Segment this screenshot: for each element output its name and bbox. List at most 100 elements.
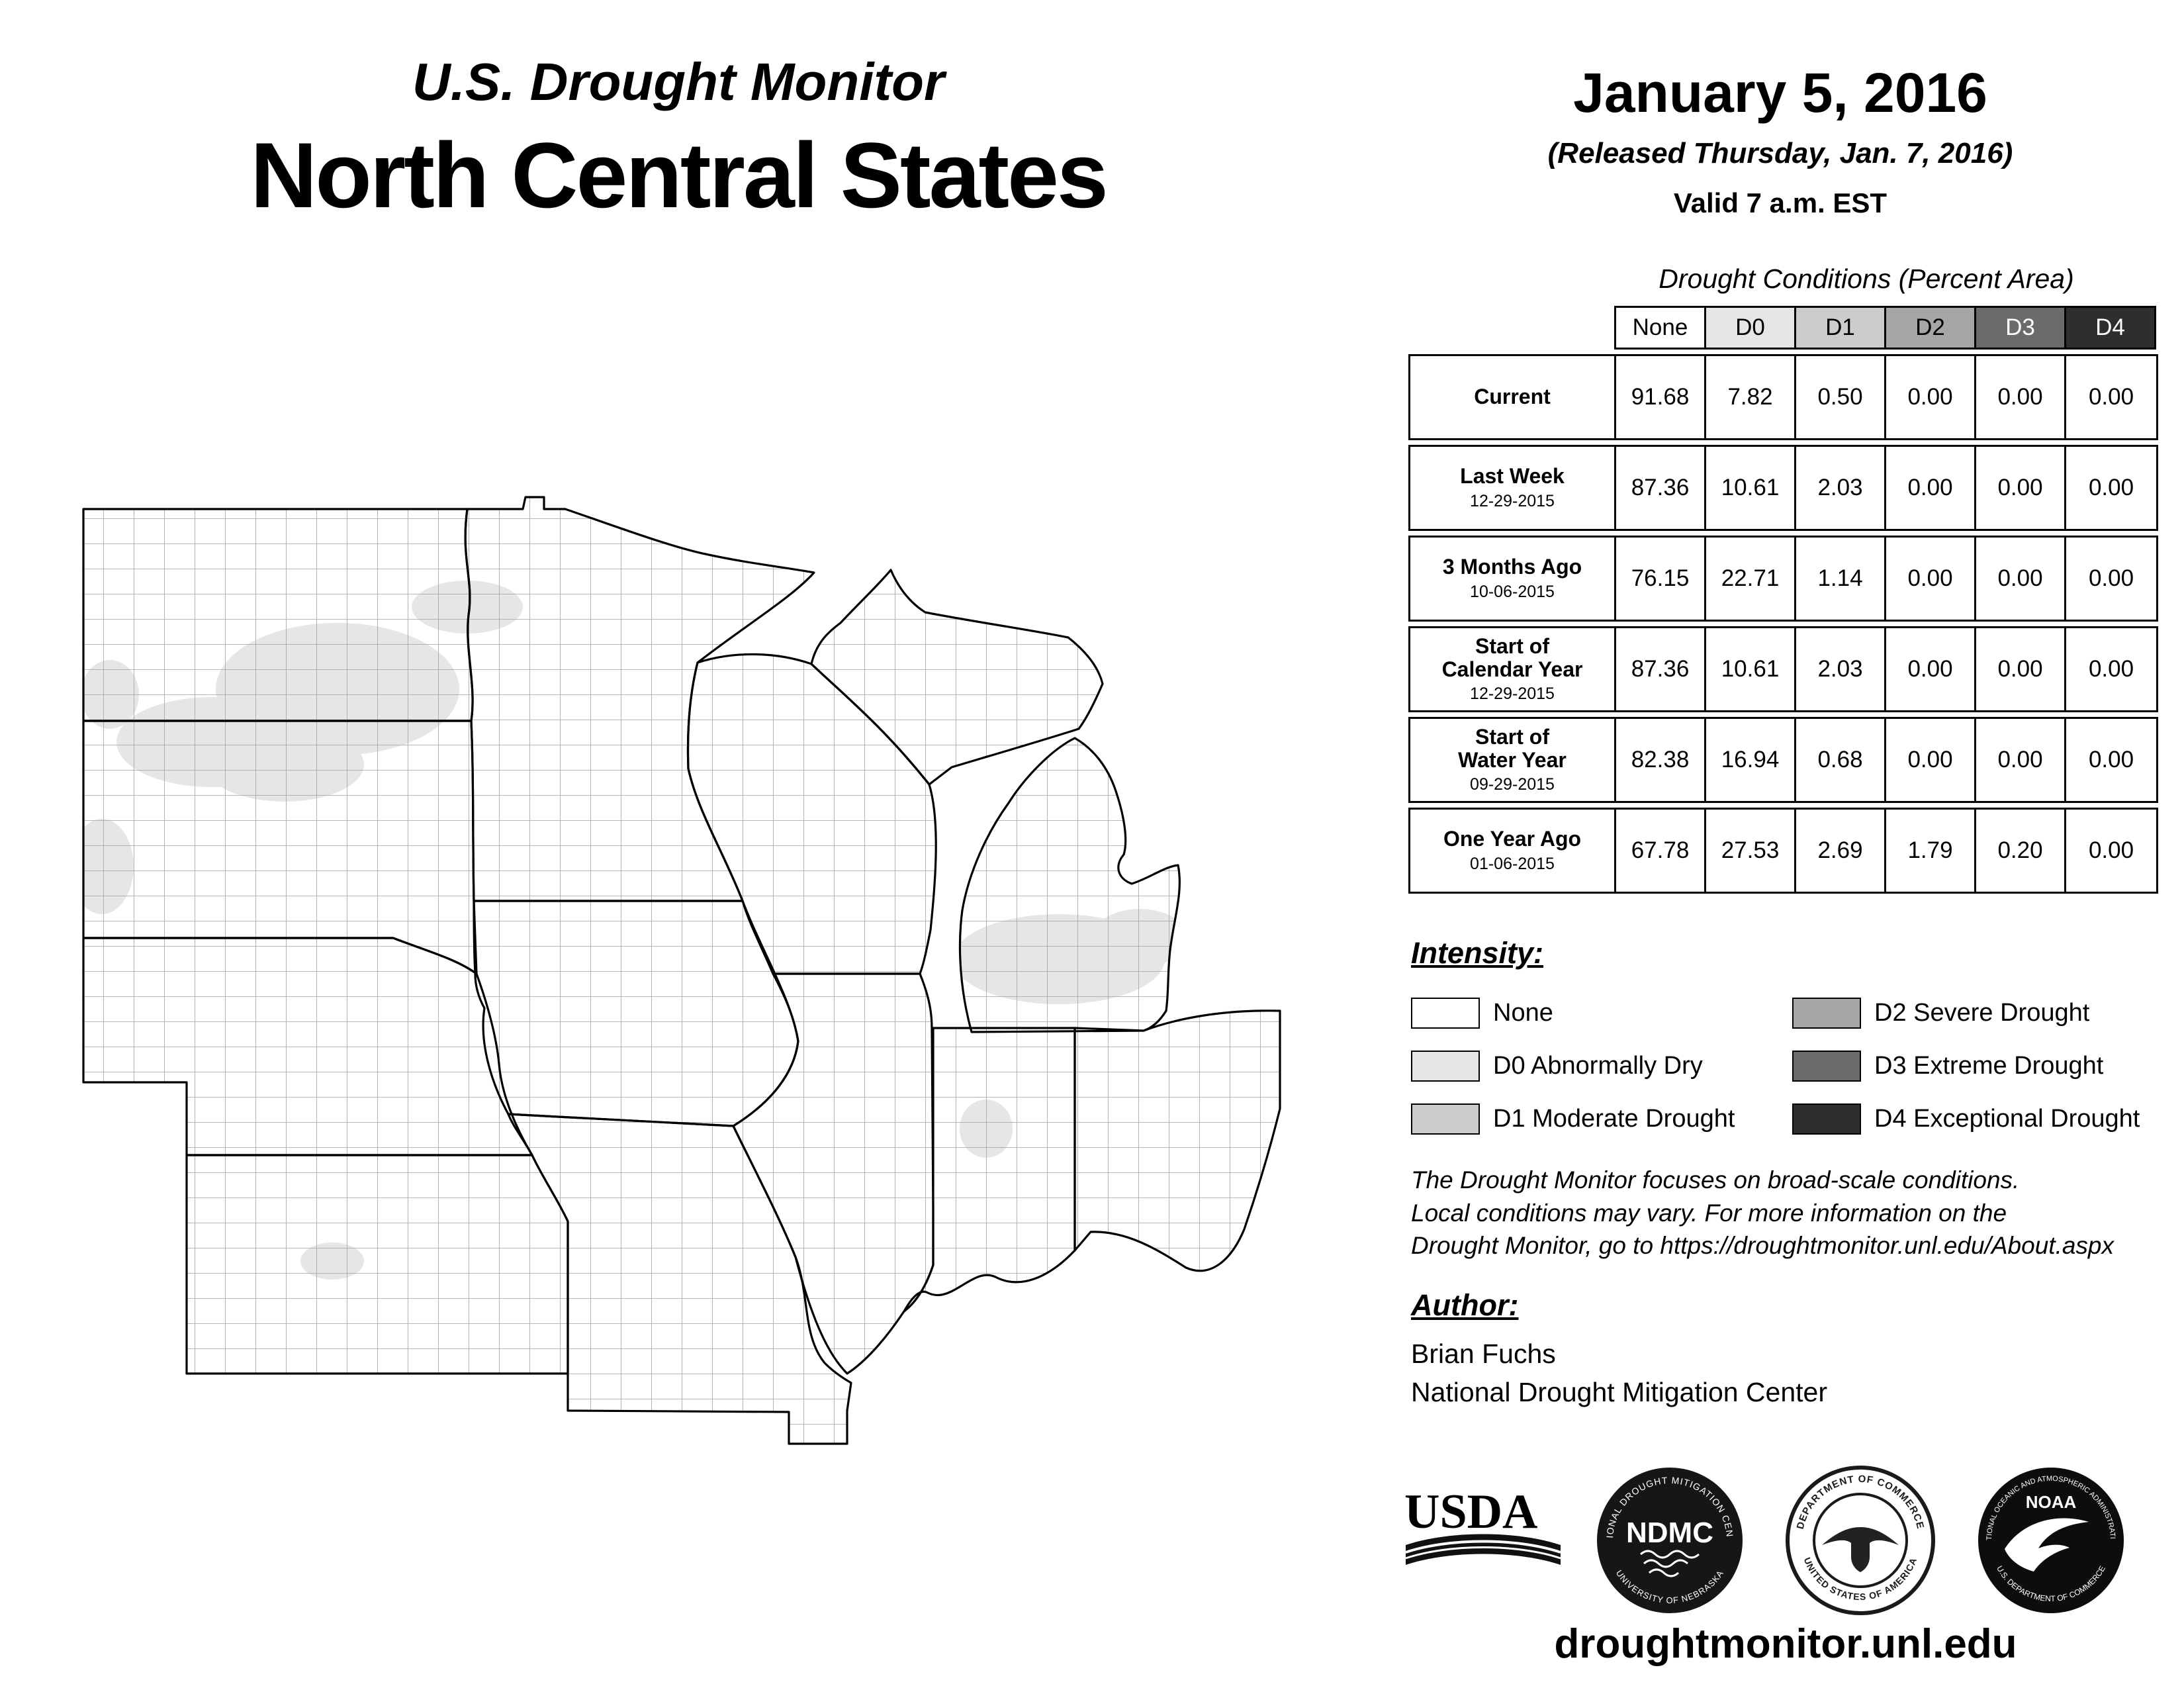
drought-table-body: Current 91.68 7.82 0.50 0.00 0.00 0.00 Last Wee… — [1408, 354, 2158, 898]
report-date: January 5, 2016 — [1573, 62, 1987, 124]
row-label: Start of Water Year 09-29-2015 — [1410, 719, 1616, 801]
table-cell: 0.00 — [1886, 356, 1976, 438]
row-label: Start of Calendar Year 12-29-2015 — [1410, 628, 1616, 710]
footer-url: droughtmonitor.unl.edu — [1554, 1621, 2017, 1667]
table-cell: 87.36 — [1616, 447, 1706, 529]
table-cell: 0.00 — [1976, 538, 2066, 620]
legend-swatch-icon — [1411, 1050, 1480, 1082]
table-cell: 82.38 — [1616, 719, 1706, 801]
table-cell: 7.82 — [1706, 356, 1796, 438]
table-cell: 0.00 — [2088, 565, 2134, 591]
legend-item: D4 Exceptional Drought — [1792, 1092, 2140, 1145]
legend-label: None — [1493, 998, 1553, 1027]
legend-swatch-icon — [1411, 997, 1480, 1029]
usda-logo-text: USDA — [1404, 1487, 1537, 1539]
table-cell: 10.61 — [1706, 447, 1796, 529]
table-cell: 0.50 — [1796, 356, 1886, 438]
table-cell: 76.15 — [1616, 538, 1706, 620]
legend-column-left: None D0 Abnormally Dry D1 Moderate Drought — [1411, 986, 1735, 1145]
ndmc-seal-circle-icon — [1597, 1468, 1743, 1613]
legend-swatch-icon — [1792, 1103, 1861, 1135]
table-cell: 1.79 — [1886, 810, 1976, 892]
commerce-seal-logo: DEPARTMENT OF COMMERCE UNITED STATES OF … — [1786, 1466, 1935, 1615]
table-row: Start of Water Year 09-29-2015 82.38 16.94 0… — [1408, 717, 2158, 803]
table-cell: 87.36 — [1616, 628, 1706, 710]
legend-swatch-icon — [1411, 1103, 1480, 1135]
table-row: 3 Months Ago 10-06-2015 76.15 22.71 1.14 0.00… — [1408, 536, 2158, 622]
release-date: (Released Thursday, Jan. 7, 2016) — [1547, 137, 2013, 169]
table-cell: 0.00 — [1976, 447, 2066, 529]
table-cell: 0.00 — [2088, 656, 2134, 682]
table-cell: 0.00 — [2088, 475, 2134, 500]
noaa-logo-text: NOAA — [2026, 1492, 2077, 1512]
report-title: U.S. Drought Monitor — [412, 52, 945, 111]
legend-item: D1 Moderate Drought — [1411, 1092, 1735, 1145]
table-cell: 0.68 — [1796, 719, 1886, 801]
row-date: 12-29-2015 — [1470, 491, 1555, 510]
author-heading: Author: — [1411, 1288, 1519, 1322]
drought-map — [82, 496, 1281, 1445]
county-boundaries-layer — [83, 497, 1280, 1444]
column-header: D3 — [1974, 306, 2066, 350]
column-header: None — [1614, 306, 1706, 350]
legend-label: D1 Moderate Drought — [1493, 1104, 1735, 1133]
title-block: U.S. Drought Monitor North Central State… — [99, 52, 1257, 229]
noaa-seal-circle-icon — [1978, 1468, 2124, 1613]
legend-item: D2 Severe Drought — [1792, 986, 2140, 1039]
table-cell: 0.00 — [2088, 747, 2134, 773]
table-cell: 91.68 — [1616, 356, 1706, 438]
author-name: Brian Fuchs — [1411, 1338, 1556, 1369]
intensity-heading: Intensity: — [1411, 936, 1544, 970]
legend-label: D3 Extreme Drought — [1874, 1051, 2104, 1080]
table-cell: 27.53 — [1706, 810, 1796, 892]
usda-logo: USDA — [1404, 1487, 1561, 1565]
table-row: Start of Calendar Year 12-29-2015 87.36 10.… — [1408, 626, 2158, 712]
ndmc-wave-icon — [1643, 1559, 1689, 1568]
table-cell: 0.00 — [1976, 356, 2066, 438]
ndmc-logo-text: NDMC — [1626, 1517, 1713, 1549]
column-header: D4 — [2064, 306, 2156, 350]
table-cell: 16.94 — [1706, 719, 1796, 801]
legend-item: D0 Abnormally Dry — [1411, 1039, 1735, 1092]
row-date: 10-06-2015 — [1470, 582, 1555, 601]
region-title: North Central States — [250, 123, 1109, 227]
table-cell: 2.03 — [1796, 447, 1886, 529]
column-header: D0 — [1704, 306, 1796, 350]
date-block: January 5, 2016 (Released Thursday, Jan.… — [1377, 61, 2184, 219]
table-cell: 0.00 — [1976, 628, 2066, 710]
usda-swoosh-stripe-icon — [1405, 1546, 1561, 1560]
map-container — [73, 493, 1297, 1446]
legend-column-right: D2 Severe Drought D3 Extreme Drought D4 Ex… — [1792, 986, 2140, 1145]
row-date: 12-29-2015 — [1470, 684, 1555, 704]
table-cell: 10.61 — [1706, 628, 1796, 710]
table-cell: 22.71 — [1706, 538, 1796, 620]
conditions-table-header: None D0 D1 D2 D3 D4 — [1614, 306, 2156, 350]
table-cell: 2.03 — [1796, 628, 1886, 710]
disclaimer-line: Local conditions may vary. For more info… — [1411, 1199, 2007, 1227]
table-cell: 0.00 — [1886, 719, 1976, 801]
table-cell: 0.20 — [1976, 810, 2066, 892]
row-date: 09-29-2015 — [1470, 775, 1555, 794]
disclaimer: The Drought Monitor focuses on broad-sca… — [1411, 1164, 2184, 1262]
legend-label: D2 Severe Drought — [1874, 998, 2090, 1027]
ndmc-logo: NATIONAL DROUGHT MITIGATION CENTER UNIVE… — [1594, 1464, 1743, 1613]
valid-time: Valid 7 a.m. EST — [1673, 187, 1888, 218]
row-label: Last Week 12-29-2015 — [1410, 447, 1616, 529]
usda-swoosh-stripe-icon — [1405, 1540, 1561, 1554]
column-header: D1 — [1794, 306, 1886, 350]
row-date: 01-06-2015 — [1470, 854, 1555, 873]
noaa-logo: NATIONAL OCEANIC AND ATMOSPHERIC ADMINIS… — [1975, 1464, 2124, 1613]
ndmc-wave-icon — [1639, 1550, 1700, 1559]
disclaimer-line: The Drought Monitor focuses on broad-sca… — [1411, 1166, 2020, 1194]
table-cell: 1.14 — [1796, 538, 1886, 620]
author-organization: National Drought Mitigation Center — [1411, 1377, 1827, 1407]
ndmc-wave-icon — [1648, 1568, 1680, 1577]
legend-label: D4 Exceptional Drought — [1874, 1104, 2140, 1133]
table-caption: Drought Conditions (Percent Area) — [1659, 263, 2074, 294]
legend-swatch-icon — [1792, 1050, 1861, 1082]
row-label: Current — [1410, 356, 1616, 438]
table-cell: 0.00 — [2088, 384, 2134, 410]
commerce-eagle-icon — [1822, 1527, 1899, 1572]
legend-swatch-icon — [1792, 997, 1861, 1029]
